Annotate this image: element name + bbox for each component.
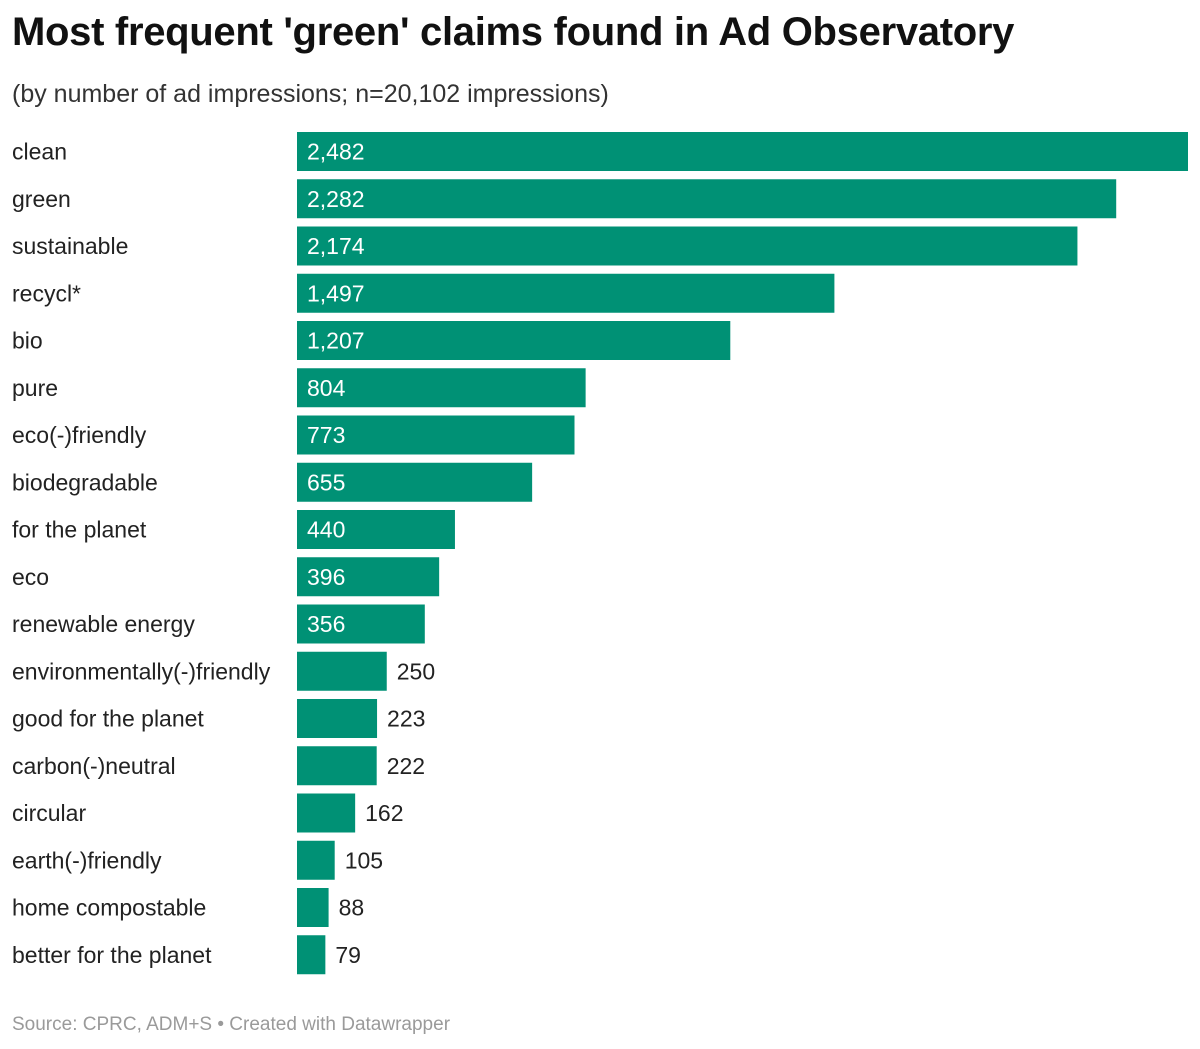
bar (297, 273, 835, 313)
bar (297, 321, 731, 360)
category-label: sustainable (12, 233, 128, 259)
bar-row: recycl* 1,497 (12, 273, 835, 313)
bar (297, 840, 335, 880)
bar-chart: clean 2,482 green 2,282 sustainable 2,174 recy… (12, 132, 1188, 975)
bar (297, 179, 1117, 219)
bar-row: sustainable 2,174 (12, 226, 1078, 266)
value-label: 222 (387, 753, 425, 779)
category-label: earth(-)friendly (12, 847, 162, 873)
value-label: 88 (339, 895, 365, 921)
value-label: 223 (387, 706, 425, 732)
bar (297, 888, 329, 927)
value-label: 1,207 (307, 328, 365, 354)
category-label: home compostable (12, 895, 206, 921)
category-label: carbon(-)neutral (12, 753, 176, 779)
bar (297, 415, 575, 455)
bar-row: good for the planet 223 (12, 699, 425, 738)
bar (297, 699, 378, 738)
value-label: 773 (307, 422, 345, 448)
bar-row: biodegradable 655 (12, 462, 533, 502)
bar (297, 935, 326, 975)
bar-row: green 2,282 (12, 179, 1117, 219)
value-label: 162 (365, 800, 403, 826)
category-label: good for the planet (12, 706, 204, 732)
category-label: green (12, 186, 71, 212)
bar-row: eco(-)friendly 773 (12, 415, 575, 455)
category-label: bio (12, 328, 43, 354)
bar-row: better for the planet 79 (12, 935, 361, 975)
bar (297, 462, 533, 502)
value-label: 440 (307, 517, 345, 543)
category-label: for the planet (12, 517, 147, 543)
bar-row: clean 2,482 (12, 132, 1188, 171)
bar (297, 368, 586, 408)
value-label: 105 (345, 847, 383, 873)
bar (297, 604, 425, 644)
category-label: eco(-)friendly (12, 422, 147, 448)
bar-row: eco 396 (12, 557, 440, 597)
bar (297, 226, 1078, 266)
value-label: 804 (307, 375, 346, 401)
bar-row: environmentally(-)friendly 250 (12, 651, 435, 691)
value-label: 1,497 (307, 280, 365, 306)
bar (297, 132, 1188, 171)
value-label: 79 (335, 942, 361, 968)
category-label: biodegradable (12, 469, 158, 495)
bar-row: bio 1,207 (12, 321, 731, 360)
value-label: 2,174 (307, 233, 365, 259)
bar-row: for the planet 440 (12, 510, 455, 549)
bar-row: carbon(-)neutral 222 (12, 746, 425, 786)
category-label: renewable energy (12, 611, 195, 637)
value-label: 356 (307, 611, 345, 637)
value-label: 250 (397, 658, 435, 684)
category-label: environmentally(-)friendly (12, 658, 271, 684)
bar-row: home compostable 88 (12, 888, 364, 927)
category-label: pure (12, 375, 58, 401)
category-label: better for the planet (12, 942, 212, 968)
bar-row: earth(-)friendly 105 (12, 840, 383, 880)
bar-row: renewable energy 356 (12, 604, 425, 644)
bar-row: pure 804 (12, 368, 586, 408)
bar (297, 510, 455, 549)
bar (297, 746, 377, 786)
category-label: clean (12, 139, 67, 165)
bar (297, 557, 440, 597)
chart-title: Most frequent 'green' claims found in Ad… (12, 10, 1015, 54)
value-label: 2,482 (307, 139, 365, 165)
bar (297, 651, 387, 691)
value-label: 396 (307, 564, 345, 590)
category-label: eco (12, 564, 49, 590)
category-label: recycl* (12, 280, 81, 306)
bar-row: circular 162 (12, 793, 404, 833)
value-label: 655 (307, 469, 345, 495)
chart-subtitle: (by number of ad impressions; n=20,102 i… (12, 80, 609, 108)
category-label: circular (12, 800, 86, 826)
value-label: 2,282 (307, 186, 365, 212)
bar (297, 793, 356, 833)
source-note: Source: CPRC, ADM+S • Created with Dataw… (12, 1014, 451, 1035)
